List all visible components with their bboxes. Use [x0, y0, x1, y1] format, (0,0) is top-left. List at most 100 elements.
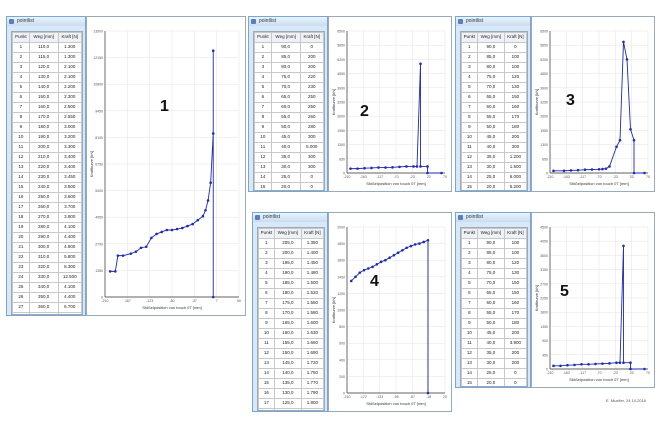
data-point[interactable]: [367, 267, 370, 270]
table-cell[interactable]: 100: [503, 238, 527, 249]
table-cell[interactable]: 15: [461, 378, 478, 386]
data-point[interactable]: [211, 132, 215, 135]
table-cell[interactable]: 170,0: [28, 112, 59, 123]
table-cell[interactable]: 14: [258, 368, 275, 379]
data-point[interactable]: [643, 367, 646, 371]
table-row[interactable]: 2 115,0 1.300: [12, 52, 82, 63]
data-point[interactable]: [422, 240, 425, 244]
table-cell[interactable]: 3.450: [57, 172, 82, 183]
data-point[interactable]: [191, 222, 194, 226]
table-cell[interactable]: 200,0: [273, 248, 302, 259]
table-cell[interactable]: 150: [503, 288, 527, 299]
table-cell[interactable]: 240,0: [28, 182, 59, 193]
table-row[interactable]: 5 70,0 130: [461, 82, 527, 93]
data-point[interactable]: [419, 62, 422, 66]
table-cell[interactable]: 12.500: [57, 272, 82, 283]
table-row[interactable]: 7 60,0 160: [461, 102, 527, 113]
table-cell[interactable]: 65,0: [270, 92, 301, 103]
table-cell[interactable]: 3: [461, 258, 478, 269]
table-cell[interactable]: 18: [12, 212, 30, 223]
table-cell[interactable]: 170: [503, 308, 527, 319]
table-row[interactable]: 10 160,0 1.630: [258, 328, 324, 339]
data-point[interactable]: [358, 271, 362, 274]
table-row[interactable]: 5 140,0 2.200: [12, 82, 82, 93]
table-cell[interactable]: 3: [254, 62, 272, 73]
table-cell[interactable]: 35,0: [270, 152, 301, 163]
table-cell[interactable]: 3: [461, 62, 478, 73]
table-row[interactable]: 8 170,0 2.550: [12, 112, 82, 123]
table-row[interactable]: 14 25,0 0: [461, 368, 527, 379]
table-cell[interactable]: 11: [254, 142, 272, 153]
table-cell[interactable]: 1.770: [300, 378, 324, 389]
table-cell[interactable]: 20: [12, 232, 30, 243]
data-point[interactable]: [632, 171, 636, 175]
column-header[interactable]: Kraft [N]: [299, 32, 324, 43]
column-header[interactable]: Kraft [N]: [503, 32, 527, 43]
table-cell[interactable]: 8.700: [57, 312, 82, 314]
column-header[interactable]: Kraft [N]: [503, 228, 527, 239]
table-cell[interactable]: 11: [461, 142, 478, 153]
point-table-3[interactable]: Punkt Weg [mm] Kraft [N] 1 90,0 0 2 85,0 100 3 80,…: [460, 31, 528, 191]
table-cell[interactable]: 6.000: [503, 172, 527, 183]
table-row[interactable]: 1 90,0 100: [461, 238, 527, 249]
data-point[interactable]: [418, 242, 421, 245]
table-cell[interactable]: 14: [461, 368, 478, 379]
table-row[interactable]: 16 250,0 3.600: [12, 192, 82, 203]
table-cell[interactable]: 300,0: [28, 242, 59, 253]
table-row[interactable]: 9 165,0 1.600: [258, 318, 324, 329]
table-cell[interactable]: 260: [299, 112, 324, 123]
table-cell[interactable]: 5: [254, 82, 272, 93]
data-point[interactable]: [618, 361, 622, 364]
table-row[interactable]: 4 75,0 220: [254, 72, 324, 83]
table-cell[interactable]: 13: [254, 162, 272, 173]
table-cell[interactable]: 5.000: [299, 142, 324, 153]
table-cell[interactable]: 300: [299, 132, 324, 143]
table-cell[interactable]: 100: [503, 52, 527, 63]
table-cell[interactable]: 10: [461, 328, 478, 339]
table-row[interactable]: 7 160,0 2.500: [12, 102, 82, 113]
table-cell[interactable]: 18: [258, 408, 275, 410]
data-point[interactable]: [412, 165, 415, 168]
data-point[interactable]: [362, 268, 366, 272]
table-cell[interactable]: 5.800: [57, 252, 82, 263]
table-cell[interactable]: 14: [254, 172, 272, 183]
table-row[interactable]: 1 110,0 1.300: [12, 42, 82, 53]
table-cell[interactable]: 1.350: [300, 238, 324, 249]
table-row[interactable]: 13 30,0 200: [461, 358, 527, 369]
table-row[interactable]: 21 300,0 4.900: [12, 242, 82, 253]
table-cell[interactable]: 8.300: [57, 262, 82, 273]
table-row[interactable]: 25 340,0 4.100: [12, 282, 82, 293]
table-cell[interactable]: 160: [503, 102, 527, 113]
data-point[interactable]: [155, 232, 158, 236]
table-row[interactable]: 12 210,0 3.400: [12, 152, 82, 163]
table-cell[interactable]: 55,0: [270, 112, 301, 123]
table-cell[interactable]: 4: [254, 72, 272, 83]
table-row[interactable]: 5 70,0 230: [254, 82, 324, 93]
data-point[interactable]: [629, 128, 632, 131]
data-point[interactable]: [116, 254, 120, 257]
table-cell[interactable]: 4.900: [57, 242, 82, 253]
data-point[interactable]: [349, 279, 353, 283]
column-header[interactable]: Weg [mm]: [476, 32, 505, 43]
table-cell[interactable]: 65,0: [476, 288, 505, 299]
table-cell[interactable]: 1.690: [300, 348, 324, 359]
table-cell[interactable]: 175,0: [273, 298, 302, 309]
table-cell[interactable]: 320,0: [28, 262, 59, 273]
table-cell[interactable]: 75,0: [476, 72, 505, 83]
table-cell[interactable]: 1: [258, 238, 275, 249]
point-table[interactable]: Punkt Weg [mm] Kraft [N] 1 90,0 100 2 85,0 100 3 8…: [461, 228, 527, 386]
table-cell[interactable]: 200,0: [28, 142, 59, 153]
data-point[interactable]: [129, 252, 133, 255]
table-row[interactable]: 6 65,0 150: [461, 92, 527, 103]
table-cell[interactable]: 70,0: [270, 82, 301, 93]
table-cell[interactable]: 12: [12, 152, 30, 163]
table-cell[interactable]: 150,0: [273, 348, 302, 359]
data-point[interactable]: [170, 228, 174, 232]
table-cell[interactable]: 8: [461, 308, 478, 319]
data-point[interactable]: [370, 166, 373, 170]
table-row[interactable]: 2 85,0 100: [461, 52, 527, 63]
data-point[interactable]: [398, 165, 401, 169]
table-cell[interactable]: 1.480: [300, 268, 324, 279]
data-point[interactable]: [165, 228, 169, 232]
table-cell[interactable]: 4: [461, 72, 478, 83]
